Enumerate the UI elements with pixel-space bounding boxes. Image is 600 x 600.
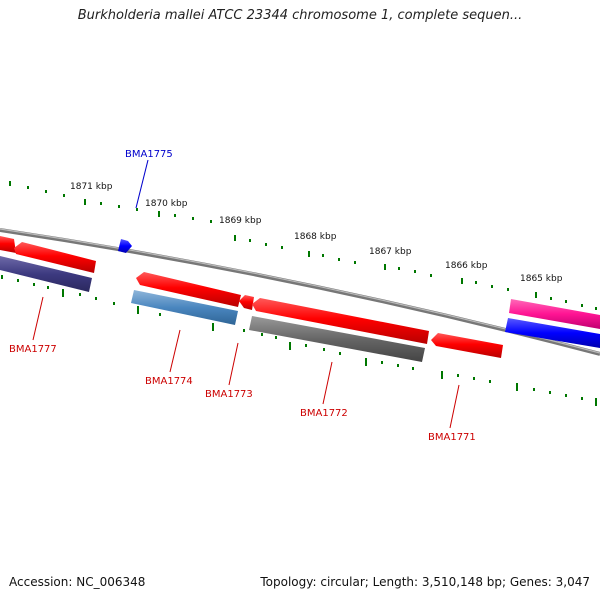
gene-arrow[interactable] <box>431 333 503 358</box>
gene-label-BMA1771[interactable]: BMA1771 <box>428 432 476 443</box>
gene-label-BMA1773[interactable]: BMA1773 <box>205 389 253 400</box>
gene-label-BMA1775[interactable]: BMA1775 <box>125 149 173 160</box>
gene-arrow[interactable] <box>239 295 254 310</box>
gene-bar-BMA1777[interactable] <box>0 256 92 292</box>
gene-arrow[interactable] <box>14 242 96 273</box>
ruler-label: 1866 kbp <box>445 261 488 271</box>
ruler-label: 1867 kbp <box>369 247 412 257</box>
ruler-ticks-lower <box>1 275 597 406</box>
gene-bar[interactable] <box>505 318 600 348</box>
ruler-label: 1869 kbp <box>219 216 262 226</box>
label-leaders <box>32 159 460 429</box>
gene-bar-BMA1774[interactable] <box>131 290 238 325</box>
ruler-label: 1871 kbp <box>70 182 113 192</box>
ruler-ticks-upper <box>9 181 597 310</box>
ruler-label: 1870 kbp <box>145 199 188 209</box>
gene-bar-BMA1772[interactable] <box>249 316 425 362</box>
gene-label-BMA1777[interactable]: BMA1777 <box>9 344 57 355</box>
gene-arrow[interactable] <box>0 236 16 253</box>
map-title: Burkholderia mallei ATCC 23344 chromosom… <box>77 8 523 23</box>
gene-label-BMA1774[interactable]: BMA1774 <box>145 376 193 387</box>
gene-arrow[interactable] <box>509 299 600 329</box>
gene-arrow-BMA1775[interactable] <box>118 239 132 253</box>
gene-arrow[interactable] <box>136 272 241 307</box>
topology-text: Topology: circular; Length: 3,510,148 bp… <box>260 575 590 589</box>
ruler-label: 1868 kbp <box>294 232 337 242</box>
ruler-label: 1865 kbp <box>520 274 563 284</box>
gene-arrow[interactable] <box>252 298 429 344</box>
gene-label-BMA1772[interactable]: BMA1772 <box>300 408 348 419</box>
accession-text: Accession: NC_006348 <box>9 575 146 589</box>
